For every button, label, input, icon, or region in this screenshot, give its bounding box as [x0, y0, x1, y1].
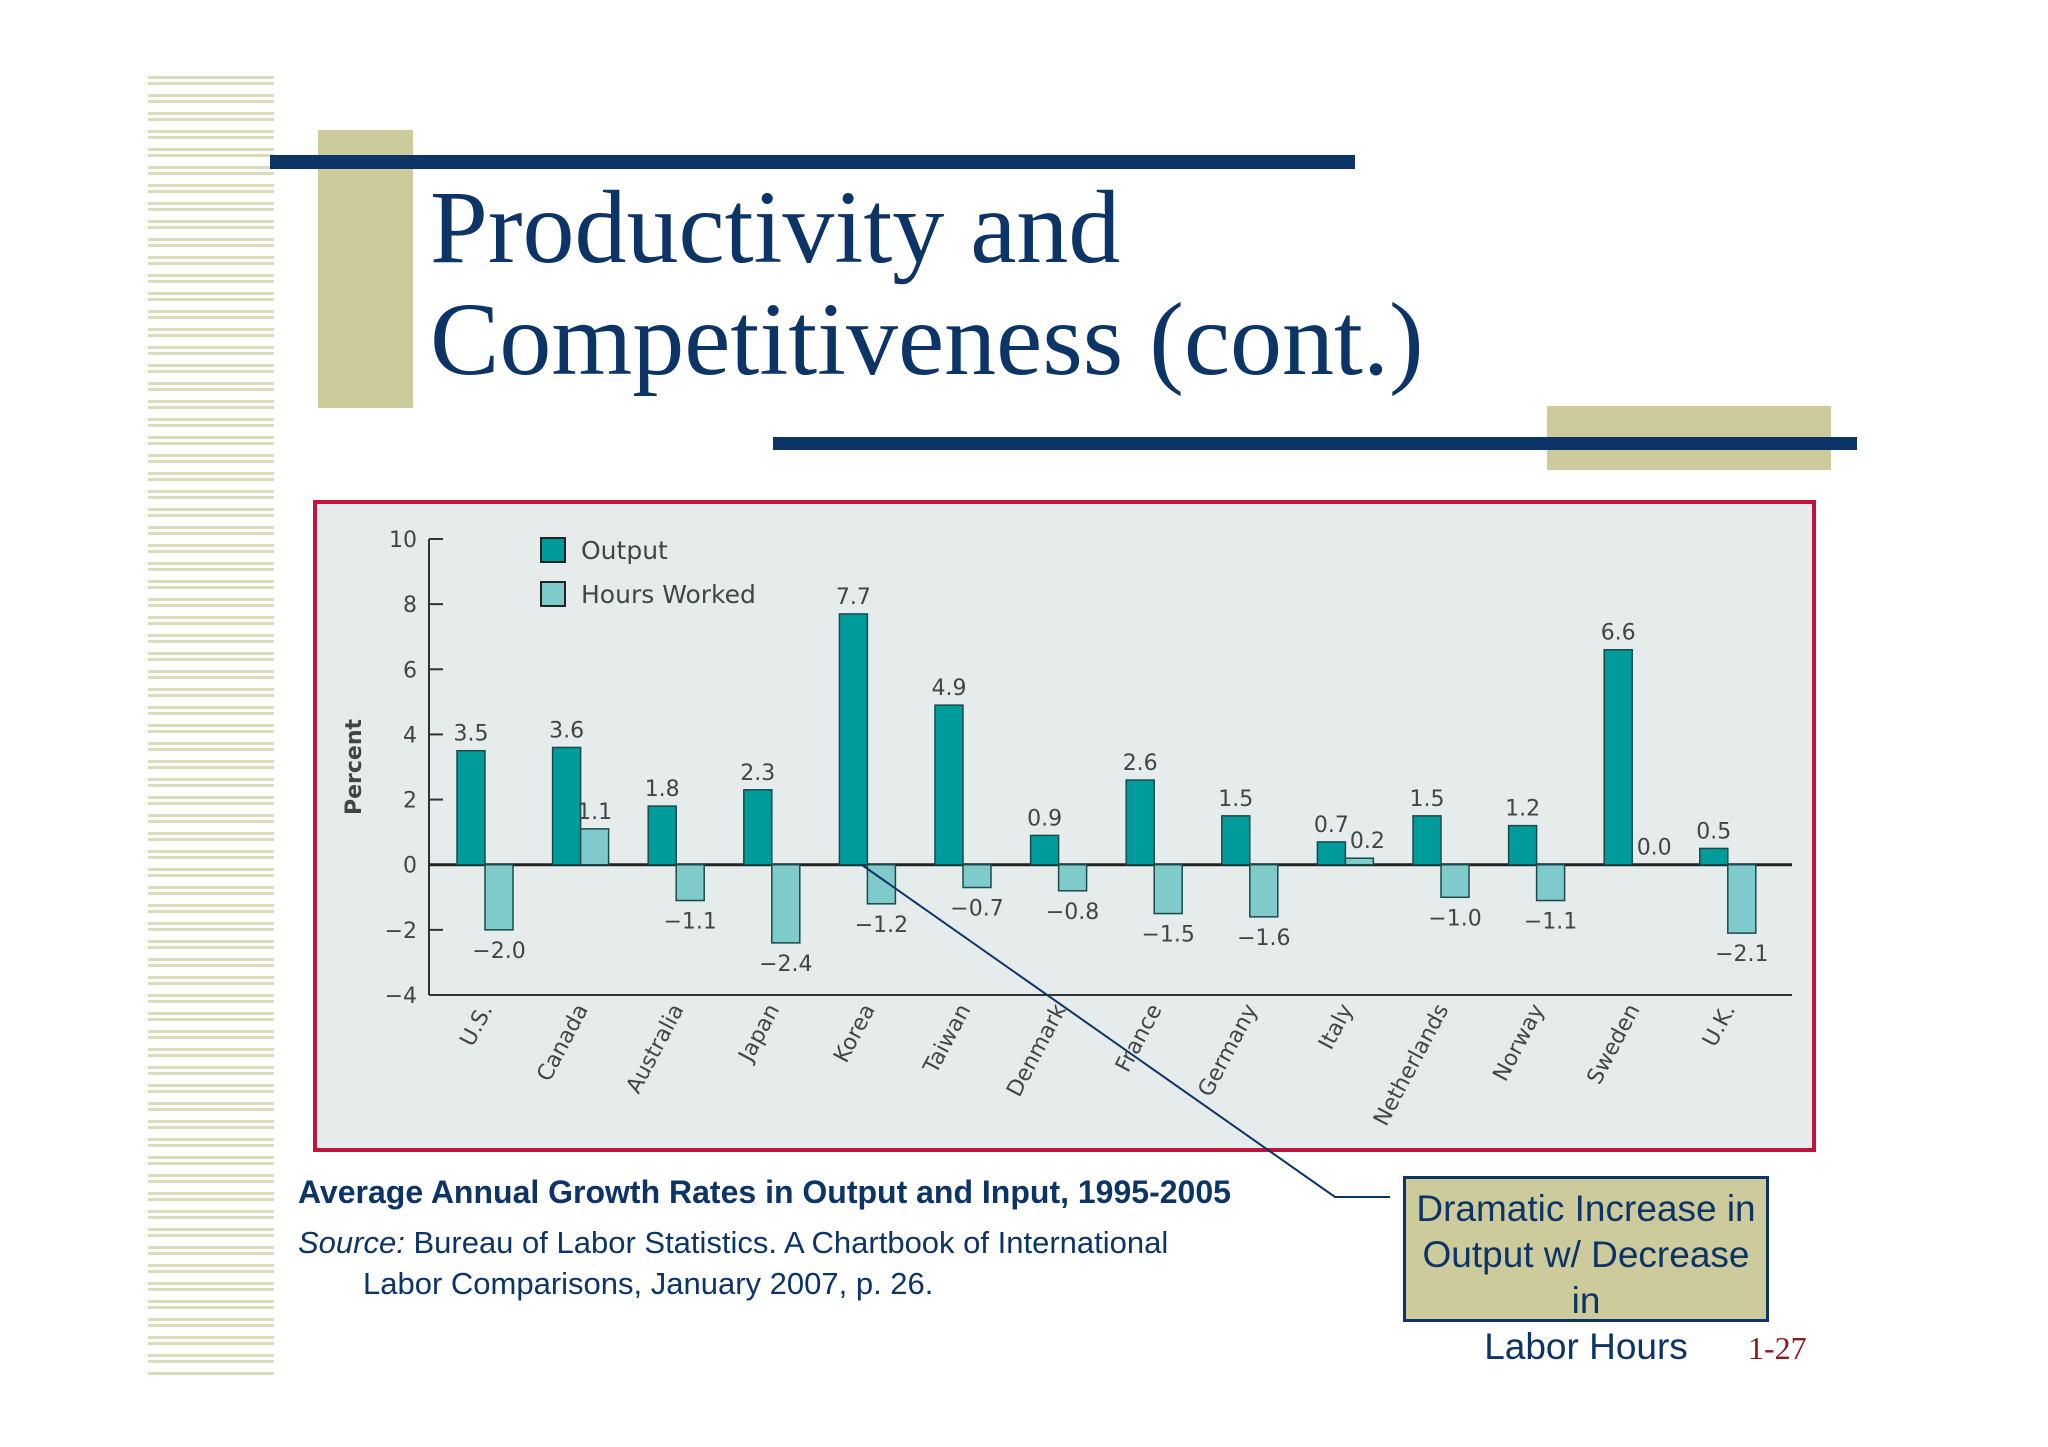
bar-output: [551, 746, 582, 866]
data-label-hours: −0.7: [950, 897, 1003, 922]
data-label-hours: −2.1: [1715, 942, 1768, 967]
bar-output: [1699, 847, 1729, 866]
data-label-output: 1.5: [1410, 787, 1445, 812]
bar-hours: [484, 863, 514, 931]
source-line-2: Labor Comparisons, January 2007, p. 26.: [363, 1266, 934, 1301]
y-tick-label: 4: [403, 723, 417, 748]
data-label-hours: −1.0: [1428, 906, 1481, 931]
callout-leader-line: [861, 864, 1390, 1198]
bar-output: [1125, 779, 1155, 866]
callout-box: Dramatic Increase in Output w/ Decrease …: [1403, 1176, 1769, 1367]
title-bottom-rule: [773, 437, 1857, 450]
data-label-output: 1.8: [645, 777, 680, 802]
bar-hours: [675, 863, 705, 902]
title-line-2: Competitiveness (cont.): [430, 282, 1424, 397]
bar-output: [1507, 824, 1538, 866]
legend-label-output: Output: [581, 536, 668, 565]
data-label-output: 6.6: [1601, 621, 1636, 646]
bar-output: [1316, 841, 1347, 866]
data-label-hours: 0.0: [1637, 836, 1672, 861]
data-label-output: 2.6: [1123, 751, 1158, 776]
decorative-stripes: [148, 76, 274, 1376]
title-accent-block: [318, 130, 413, 408]
bar-hours: [1727, 863, 1757, 934]
chart-frame: 10 8 6 4 2 0 −2 −4 Percent Output Hours Worked 3.5 −…: [313, 500, 1816, 1152]
bar-output: [647, 805, 677, 866]
bar-output: [838, 613, 869, 866]
bar-hours: [962, 863, 992, 889]
data-label-output: 1.5: [1218, 787, 1253, 812]
source-label: Source:: [298, 1225, 405, 1260]
bar-output: [1029, 834, 1060, 866]
bar-hours: [771, 863, 801, 944]
y-tick-label: 2: [403, 789, 417, 814]
y-tick-label: 8: [403, 593, 417, 618]
data-label-output: 3.5: [454, 722, 489, 747]
y-tick-label: 6: [403, 658, 417, 683]
bar-output: [1221, 815, 1251, 866]
title-line-1: Productivity and: [430, 170, 1121, 285]
bar-hours: [1249, 863, 1279, 918]
bar-hours: [579, 828, 610, 866]
y-tick-label: −4: [385, 984, 417, 1009]
data-label-hours: −1.5: [1141, 923, 1194, 948]
data-label-hours: −1.6: [1237, 926, 1290, 951]
bar-hours: [1535, 863, 1566, 902]
title-top-rule: [270, 155, 1355, 169]
data-label-hours: −2.4: [759, 952, 812, 977]
y-axis-label: Percent: [342, 719, 367, 816]
data-label-hours: −1.1: [663, 910, 716, 935]
bar-chart: 10 8 6 4 2 0 −2 −4 Percent Output Hours Worked 3.5 −…: [342, 528, 1792, 1130]
bar-output: [743, 789, 773, 866]
bar-output: [456, 749, 486, 866]
source-line-1: Bureau of Labor Statistics. A Chartbook …: [404, 1225, 1169, 1260]
data-label-output: 1.2: [1505, 797, 1540, 822]
data-label-output: 4.9: [932, 676, 967, 701]
data-label-hours: 1.1: [577, 800, 612, 825]
bar-hours: [1153, 863, 1183, 915]
data-label-hours: −1.1: [1524, 910, 1577, 935]
slide-title: Productivity and Competitiveness (cont.): [430, 172, 1424, 396]
bar-hours: [1440, 863, 1470, 899]
y-tick-label: −2: [385, 919, 417, 944]
data-label-output: 0.9: [1027, 806, 1062, 831]
bar-output: [1603, 648, 1633, 866]
callout-line-1: Dramatic Increase in: [1416, 1188, 1756, 1229]
legend-swatch-output: [540, 537, 566, 563]
bar-hours: [1057, 863, 1088, 892]
data-label-hours: −2.0: [472, 939, 525, 964]
data-label-hours: −1.2: [855, 913, 908, 938]
chart-caption: Average Annual Growth Rates in Output an…: [298, 1174, 1231, 1210]
data-label-output: 2.3: [740, 761, 775, 786]
data-label-hours: −0.8: [1046, 900, 1099, 925]
chart-source: Source: Bureau of Labor Statistics. A Ch…: [298, 1222, 1168, 1304]
bar-output: [934, 704, 964, 866]
data-label-output: 0.5: [1696, 819, 1731, 844]
data-label-output: 3.6: [549, 718, 584, 743]
data-label-hours: 0.2: [1350, 829, 1385, 854]
y-tick-label: 0: [403, 854, 417, 879]
callout-line-2: Output w/ Decrease in: [1422, 1234, 1750, 1321]
data-label-output: 0.7: [1314, 813, 1349, 838]
legend-swatch-hours: [540, 581, 566, 607]
legend-label-hours: Hours Worked: [581, 580, 756, 609]
bar-hours: [1344, 857, 1375, 866]
callout-line-3: Labor Hours: [1484, 1326, 1688, 1367]
page-number: 1-27: [1748, 1330, 1807, 1366]
data-label-output: 7.7: [836, 585, 871, 610]
bar-output: [1412, 815, 1442, 866]
y-tick-label: 10: [389, 528, 417, 553]
